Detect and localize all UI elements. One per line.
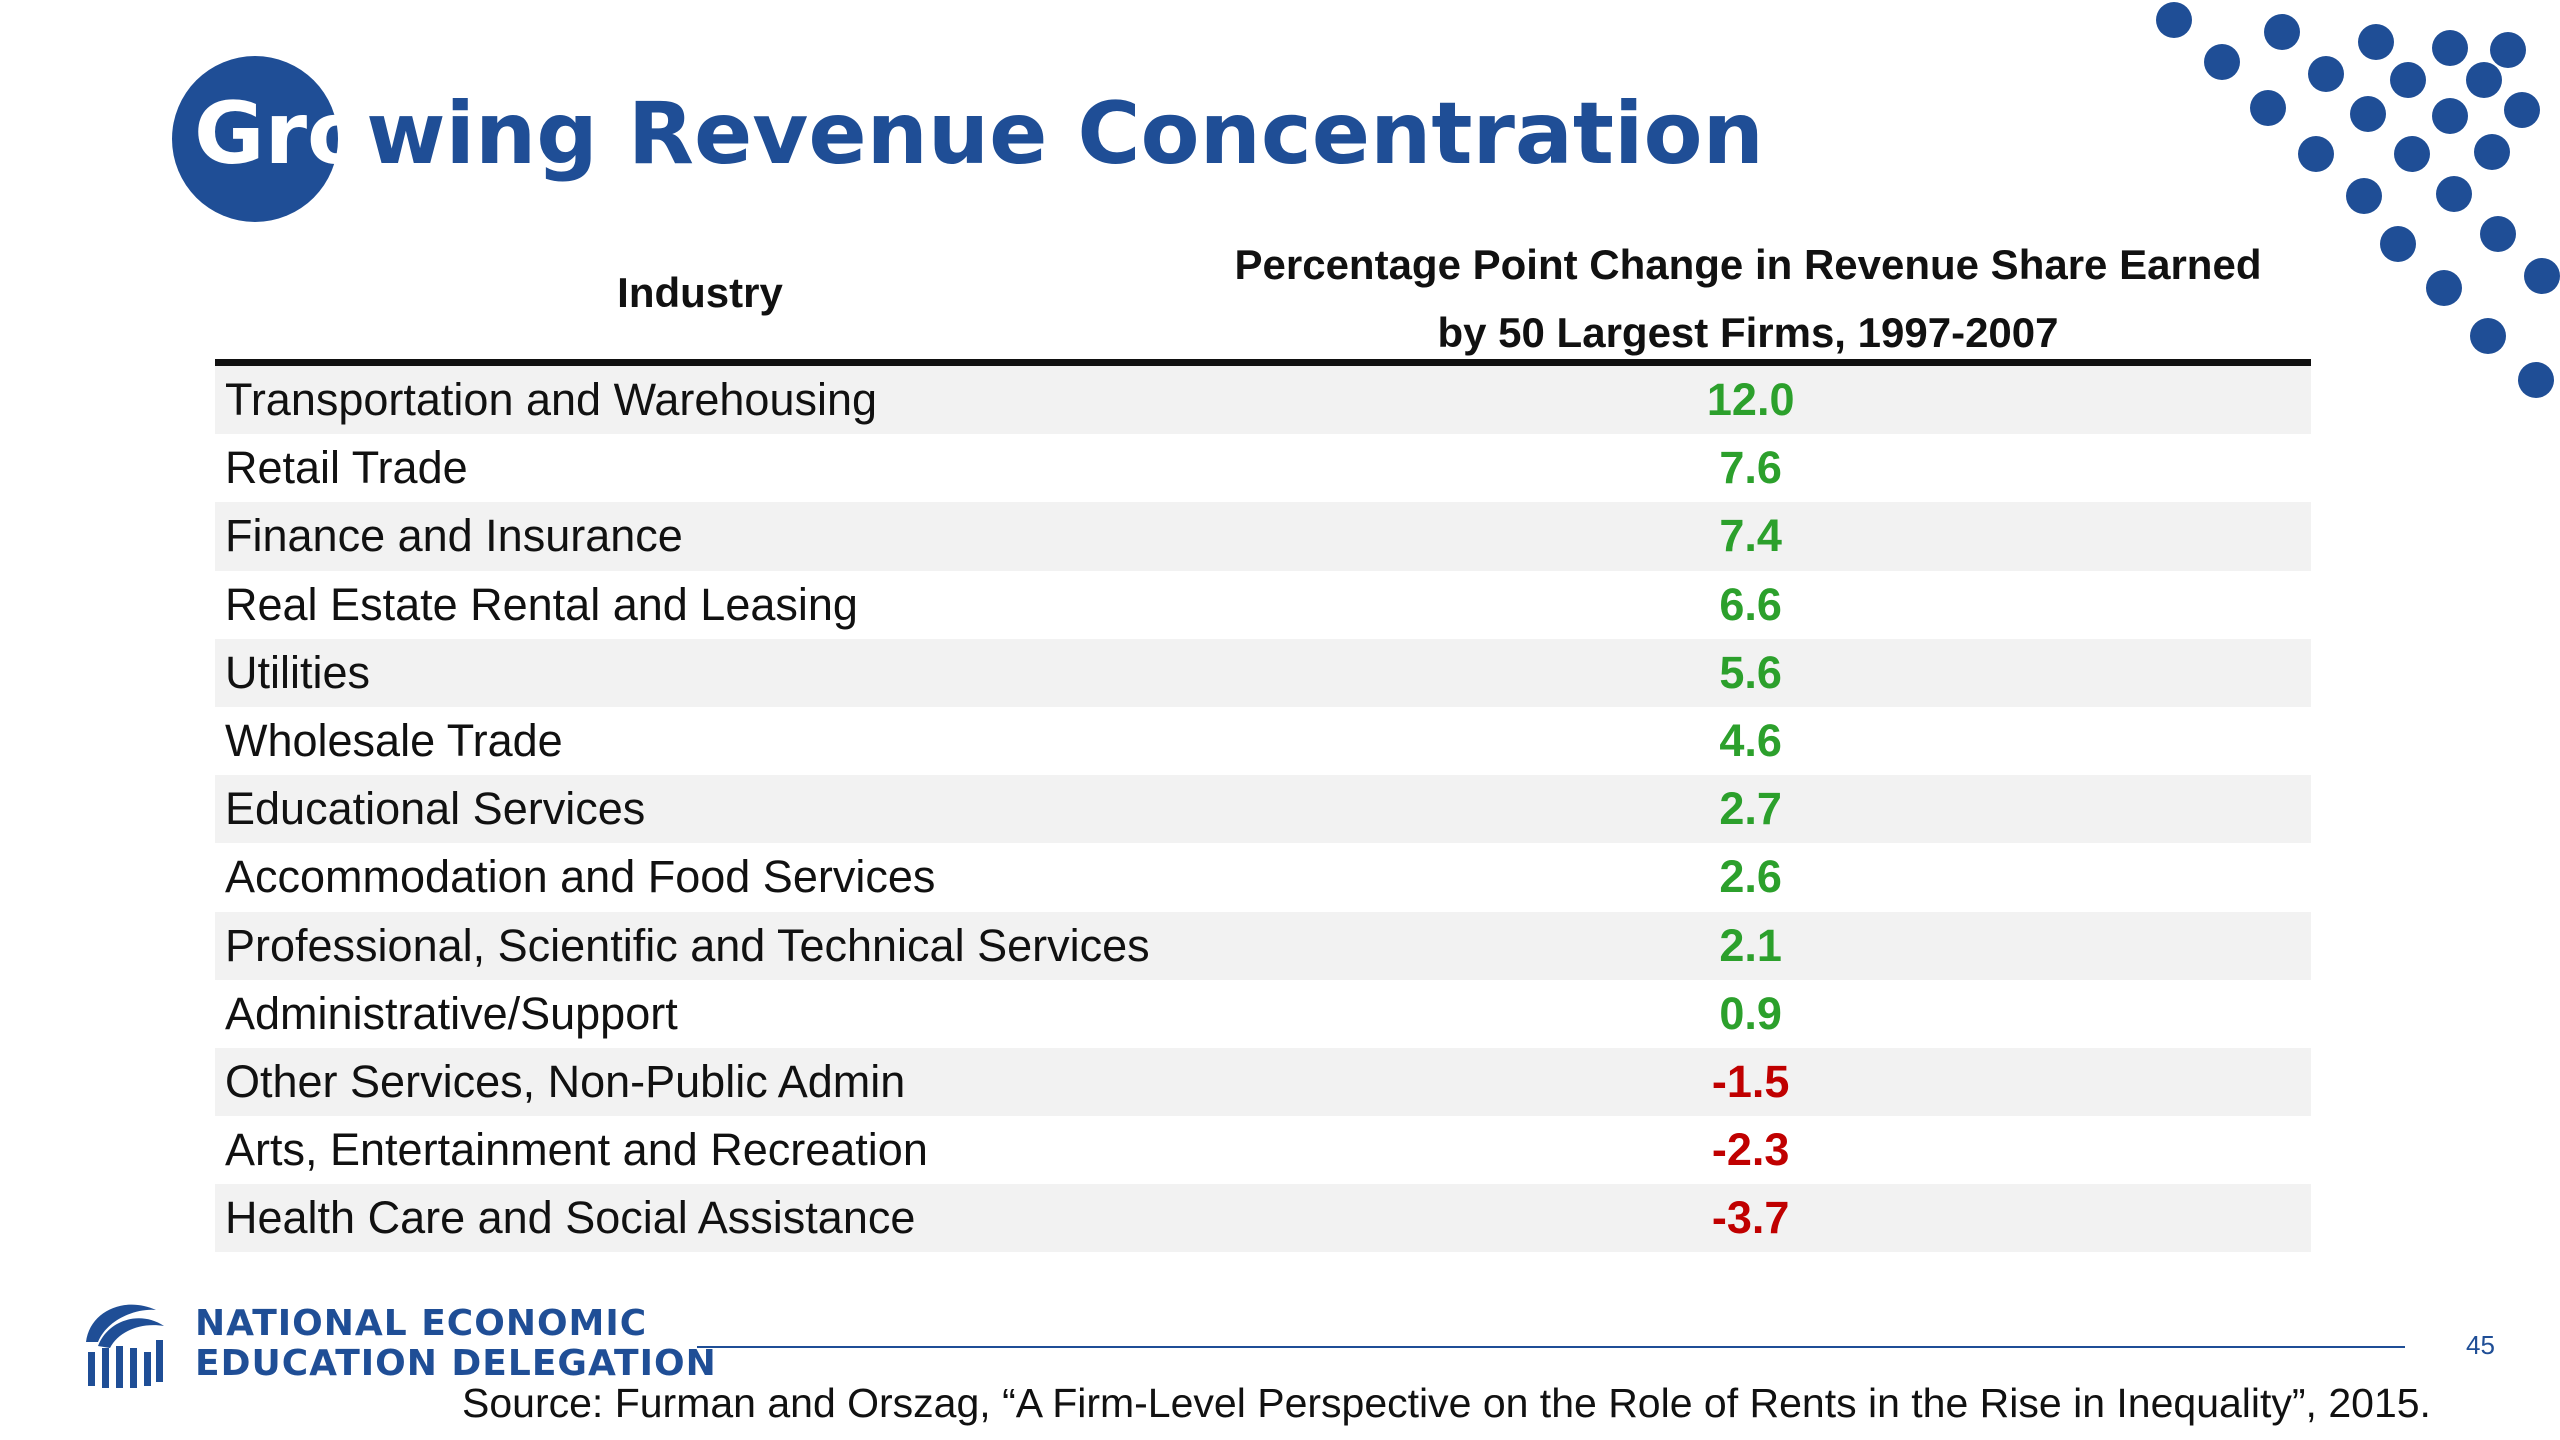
title-rest: wing Revenue Concentration <box>366 84 1764 184</box>
dot <box>2264 14 2300 50</box>
industry-cell: Finance and Insurance <box>225 510 683 562</box>
dot <box>2394 136 2430 172</box>
dot <box>2156 2 2192 38</box>
value-cell: -2.3 <box>1711 1124 1790 1176</box>
value-cell: -3.7 <box>1711 1192 1790 1244</box>
industry-cell: Arts, Entertainment and Recreation <box>225 1124 928 1176</box>
title-lead: Gro <box>194 84 367 184</box>
table-body: Transportation and Warehousing 12.0 Retai… <box>215 366 2311 1253</box>
table-row: Health Care and Social Assistance -3.7 <box>215 1184 2311 1253</box>
dot <box>2346 178 2382 214</box>
header-change-line1: Percentage Point Change in Revenue Share… <box>1234 241 2262 288</box>
revenue-table: Industry Percentage Point Change in Reve… <box>215 225 2311 1253</box>
table-row: Accommodation and Food Services 2.6 <box>215 843 2311 911</box>
footer-divider <box>697 1346 2405 1348</box>
dot <box>2250 90 2286 126</box>
table-row: Other Services, Non-Public Admin -1.5 <box>215 1047 2311 1117</box>
industry-cell: Educational Services <box>225 783 646 835</box>
dot <box>2204 44 2240 80</box>
page-number: 45 <box>2466 1330 2495 1360</box>
header-change-line2: by 50 Largest Firms, 1997-2007 <box>1437 309 2059 356</box>
value-cell: 2.7 <box>1719 783 1782 835</box>
dot <box>2298 136 2334 172</box>
dot <box>2470 318 2506 354</box>
value-cell: 5.6 <box>1719 646 1782 698</box>
dot <box>2436 176 2472 212</box>
source-citation: Source: Furman and Orszag, “A Firm-Level… <box>462 1380 2431 1426</box>
header-industry: Industry <box>617 269 783 316</box>
dot <box>2474 134 2510 170</box>
industry-cell: Utilities <box>225 646 371 698</box>
dot <box>2466 62 2502 98</box>
industry-cell: Professional, Scientific and Technical S… <box>225 919 1150 971</box>
dot <box>2518 362 2554 398</box>
title-text: Growing Revenue Concentration <box>194 74 1764 194</box>
building-columns-logo-icon <box>86 1304 164 1388</box>
dot <box>2480 216 2516 252</box>
table-row: Administrative/Support 0.9 <box>215 980 2311 1048</box>
org-name: NATIONAL ECONOMIC EDUCATION DELEGATION <box>195 1304 717 1384</box>
header-change: Percentage Point Change in Revenue Share… <box>1185 231 2311 367</box>
value-cell: 12.0 <box>1706 374 1795 426</box>
dot <box>2432 30 2468 66</box>
table-row: Finance and Insurance 7.4 <box>215 502 2311 571</box>
industry-cell: Retail Trade <box>225 442 468 494</box>
value-cell: 0.9 <box>1719 987 1782 1039</box>
table-row: Wholesale Trade 4.6 <box>215 707 2311 775</box>
value-cell: -1.5 <box>1711 1055 1790 1107</box>
dot <box>2426 270 2462 306</box>
value-cell: 2.1 <box>1719 919 1782 971</box>
dot <box>2432 98 2468 134</box>
table-row: Arts, Entertainment and Recreation -2.3 <box>215 1116 2311 1184</box>
title-circle-badge <box>172 56 338 222</box>
dot-pattern-icon <box>2100 0 2560 420</box>
industry-cell: Transportation and Warehousing <box>225 374 878 426</box>
table-row: Real Estate Rental and Leasing 6.6 <box>215 571 2311 639</box>
value-cell: 4.6 <box>1719 715 1782 767</box>
value-cell: 7.6 <box>1719 442 1782 494</box>
table-row: Educational Services 2.7 <box>215 775 2311 844</box>
table-row: Retail Trade 7.6 <box>215 434 2311 502</box>
industry-cell: Administrative/Support <box>225 987 678 1039</box>
dot <box>2350 96 2386 132</box>
value-cell: 2.6 <box>1719 851 1782 903</box>
industry-cell: Real Estate Rental and Leasing <box>225 578 858 630</box>
dot <box>2308 56 2344 92</box>
dot <box>2490 32 2526 68</box>
industry-cell: Accommodation and Food Services <box>225 851 936 903</box>
org-name-line1: NATIONAL ECONOMIC <box>195 1303 648 1344</box>
value-cell: 7.4 <box>1719 510 1782 562</box>
dot <box>2390 62 2426 98</box>
org-name-line2: EDUCATION DELEGATION <box>195 1343 717 1384</box>
table-header: Industry Percentage Point Change in Reve… <box>215 225 2311 366</box>
industry-cell: Health Care and Social Assistance <box>225 1192 916 1244</box>
industry-cell: Other Services, Non-Public Admin <box>225 1055 906 1107</box>
industry-cell: Wholesale Trade <box>225 715 563 767</box>
value-cell: 6.6 <box>1719 578 1782 630</box>
dot <box>2358 24 2394 60</box>
dot <box>2504 92 2540 128</box>
dot <box>2380 226 2416 262</box>
dot <box>2524 258 2560 294</box>
table-row: Transportation and Warehousing 12.0 <box>215 366 2311 435</box>
table-row: Utilities 5.6 <box>215 638 2311 707</box>
table-row: Professional, Scientific and Technical S… <box>215 911 2311 980</box>
